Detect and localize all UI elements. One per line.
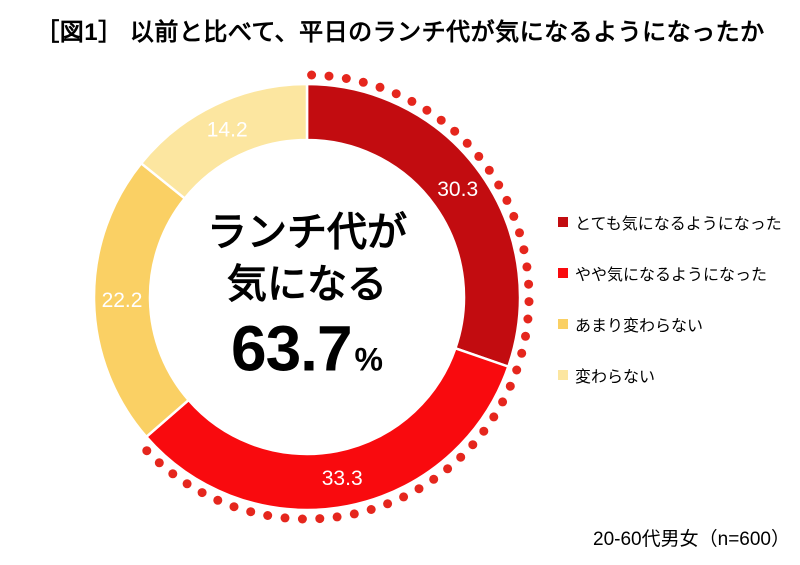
highlight-dot — [468, 440, 478, 450]
figure-title: ［図1］ 以前と比べて、平日のランチ代が気になるようになったか — [35, 19, 765, 46]
legend-label-2: あまり変わらない — [575, 318, 704, 335]
center-label-line2: 気になる — [227, 262, 387, 307]
highlight-dot — [436, 115, 446, 125]
highlight-dot — [522, 262, 532, 272]
highlight-dot — [168, 469, 178, 479]
highlight-dot — [456, 452, 466, 462]
highlight-dot — [332, 512, 342, 522]
highlight-dot — [197, 488, 207, 498]
highlight-dot — [213, 495, 223, 505]
highlight-dot — [182, 479, 192, 489]
highlight-dot — [375, 82, 385, 92]
highlight-dot — [524, 297, 534, 307]
highlight-dot — [524, 279, 534, 289]
slice-value-2: 22.2 — [102, 289, 143, 312]
legend-swatch-2 — [558, 319, 568, 329]
legend-label-3: 変わらない — [575, 369, 656, 386]
highlight-dot — [399, 492, 409, 502]
highlight-dot — [422, 105, 432, 115]
highlight-dot — [341, 74, 351, 83]
highlight-dot — [505, 381, 515, 391]
legend-label-0: とても気になるようになった — [575, 216, 782, 233]
highlight-dot — [315, 514, 325, 524]
highlight-dotted-arc — [142, 70, 534, 524]
highlight-dot — [479, 426, 489, 436]
center-value: 63.7 — [230, 312, 353, 385]
highlight-dot — [391, 89, 401, 99]
highlight-dot — [512, 365, 522, 375]
legend-swatch-1 — [558, 268, 568, 278]
highlight-dot — [489, 412, 499, 422]
donut-segment-0 — [305, 82, 522, 368]
highlight-dot — [494, 180, 504, 190]
highlight-dot — [521, 331, 530, 341]
highlight-dot — [229, 502, 239, 512]
highlight-dot — [523, 314, 533, 324]
legend-swatch-0 — [558, 217, 568, 227]
center-value-row: 63.7% — [157, 317, 457, 381]
highlight-dot — [307, 70, 317, 80]
highlight-dot — [509, 211, 519, 221]
highlight-dot — [154, 458, 164, 468]
highlight-dot — [280, 513, 290, 523]
highlight-dot — [462, 138, 472, 148]
legend-item-3: 変わらない — [558, 364, 782, 386]
highlight-dot — [517, 348, 527, 358]
highlight-dot — [407, 96, 417, 106]
center-unit: % — [354, 341, 383, 378]
highlight-dot — [246, 507, 256, 517]
highlight-dot — [142, 446, 152, 456]
legend-item-0: とても気になるようになった — [558, 211, 782, 233]
legend-swatch-3 — [558, 370, 568, 380]
highlight-dot — [366, 505, 376, 514]
highlight-dot — [443, 464, 453, 474]
legend-label-1: やや気になるようになった — [575, 267, 768, 284]
slice-value-0: 30.3 — [437, 178, 478, 201]
highlight-dot — [324, 71, 334, 81]
highlight-dot — [297, 514, 307, 524]
highlight-dot — [429, 474, 439, 484]
highlight-dot — [484, 165, 494, 175]
highlight-dot — [474, 151, 484, 161]
highlight-dot — [502, 195, 512, 205]
donut-segment-3 — [139, 82, 309, 200]
highlight-dot — [263, 511, 273, 520]
highlight-dot — [383, 499, 393, 509]
legend: とても気になるようになった やや気になるようになった あまり変わらない 変わらな… — [558, 211, 782, 415]
donut-segment-1 — [145, 347, 510, 512]
legend-item-2: あまり変わらない — [558, 313, 782, 335]
slice-value-3: 14.2 — [207, 119, 248, 142]
sample-note: 20-60代男女（n=600） — [593, 529, 790, 550]
highlight-dot — [498, 397, 508, 407]
slice-value-1: 33.3 — [322, 467, 363, 490]
center-label-line1: ランチ代が — [207, 210, 407, 255]
legend-item-1: やや気になるようになった — [558, 262, 782, 284]
highlight-dot — [515, 228, 524, 238]
highlight-dot — [450, 126, 460, 136]
highlight-dot — [414, 484, 424, 494]
highlight-dot — [519, 245, 529, 255]
highlight-dot — [349, 509, 359, 519]
center-label: ランチ代が 気になる 63.7% — [157, 207, 457, 381]
highlight-dot — [358, 77, 368, 87]
